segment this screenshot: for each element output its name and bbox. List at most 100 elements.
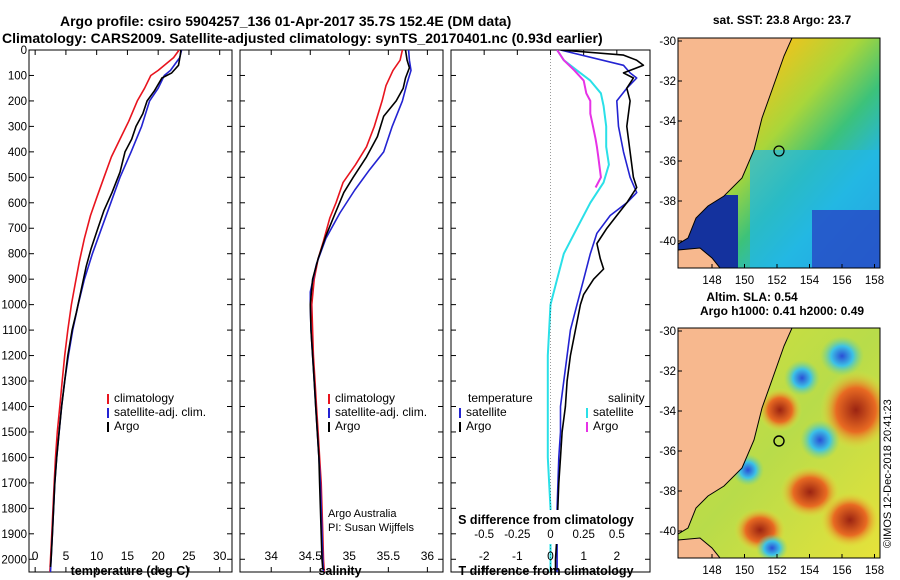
map-lat-label: -40 [659,236,676,248]
s-tick-label: -0.25 [504,529,530,541]
difference-x-axis: -2 -1 0 1 2 [479,50,620,572]
sst-land-south [678,247,721,268]
sla-high-north [758,388,802,432]
s-difference-axis: -0.5 -0.25 0 0.25 0.5 [474,529,625,541]
sst-map-title: sat. SST: 23.8 Argo: 23.7 [713,13,852,27]
temperature-line-climatology [49,50,180,572]
temperature-legend-item-label: Argo [114,419,140,433]
s-axis-bg [456,510,644,544]
credit-line1: Argo Australia [328,508,397,520]
difference-legend-left-label: Argo [466,419,492,433]
s-tick-label: 0 [547,529,553,541]
salinity-line-climatology [311,50,404,572]
map-lat-label: -36 [659,156,676,168]
difference-line-clim_salinity [556,50,602,188]
imos-watermark: ©IMOS 12-Dec-2018 20:41:23 [882,399,894,548]
depth-tick-label: 1200 [1,351,27,363]
x-tick-label: 36 [421,549,435,563]
sla-argo-marker [773,435,785,447]
map-lat-label: -36 [659,446,676,458]
depth-tick-label: 200 [8,96,27,108]
sla-low-west [784,360,820,396]
sst-map-axes: -30 -32 -34 -36 -38 -40 148 150 152 154 156 158 [659,36,884,287]
depth-tick-label: 2000 [1,554,27,566]
map-lon-label: 156 [832,565,851,577]
x-tick-label: 20 [152,549,166,563]
sst-map: sat. SST: 23.8 Argo: 23.7 -30-32-34-36-3… [659,13,884,287]
salinity-xlabel: salinity [318,564,361,578]
sla-map-frame [677,327,881,559]
map-lat-label: -40 [659,526,676,538]
map-lon-label: 150 [735,275,754,287]
sla-map-title2: Argo h1000: 0.41 h2000: 0.49 [700,304,864,318]
credit-line2: PI: Susan Wijffels [328,522,414,534]
depth-tick-label: 1700 [1,478,27,490]
map-lon-label: 150 [735,565,754,577]
sst-argo-marker [773,145,785,157]
salinity-legend-item-label: climatology [335,391,395,405]
salinity-panel: 34 34.5 35 35.5 36 salinity climatologysatel… [239,49,444,578]
map-lat-label: -34 [659,116,676,128]
depth-tick-label: 500 [8,172,27,184]
x-tick-label: 34 [265,549,279,563]
depth-axis: 0100200300400500600700800900100011001200… [1,45,650,566]
map-lat-label: -32 [659,366,676,378]
map-lon-label: 154 [800,275,820,287]
s-tick-label: 0.25 [572,529,594,541]
s-difference-axis-label: S difference from climatology [458,513,634,527]
difference-legend: temperature salinitysatelliteArgosatellit… [459,391,645,433]
temperature-line-argo [49,50,182,567]
x-tick-label: 0 [32,549,39,563]
temperature-legend-title: temperature [468,391,533,405]
temperature-series [49,50,183,572]
depth-tick-label: 1800 [1,503,27,515]
salinity-series [309,50,412,572]
sst-land [678,38,793,245]
sla-land [678,328,793,535]
x-tick-label: 2 [613,549,620,563]
salinity-plot-frame [239,49,444,573]
x-tick-label: 5 [63,549,70,563]
map-lat-label: -30 [659,326,676,338]
x-tick-label: 10 [90,549,104,563]
depth-tick-label: 1400 [1,401,27,413]
sla-low-south [756,534,788,558]
figure-title-line2: Climatology: CARS2009. Satellite-adjuste… [2,30,603,46]
depth-tick-label: 700 [8,223,27,235]
salinity-line-argo [309,50,411,570]
salinity-legend-item-label: satellite-adj. clim. [335,405,427,419]
map-lat-label: -38 [659,486,676,498]
map-lon-label: 154 [800,565,820,577]
x-tick-label: 1 [580,549,587,563]
depth-tick-label: 0 [21,45,27,57]
s-tick-label: 0.5 [609,529,625,541]
x-tick-label: 34.5 [299,549,323,563]
sla-map: Altim. SLA: 0.54 Argo h1000: 0.41 h2000:… [659,290,884,577]
sla-map-title1: Altim. SLA: 0.54 [706,290,798,304]
depth-tick-label: 400 [8,147,27,159]
salinity-x-axis: 34 34.5 35 35.5 36 [265,50,435,572]
sla-land-south [678,537,721,558]
depth-tick-label: 300 [8,121,27,133]
depth-tick-label: 600 [8,198,27,210]
depth-tick-label: 1600 [1,452,27,464]
difference-legend-left-label: satellite [466,405,507,419]
depth-tick-label: 100 [8,70,27,82]
map-lon-label: 148 [702,565,721,577]
temperature-legend-item-label: climatology [114,391,174,405]
temperature-plot-frame [28,49,233,573]
map-lon-label: 152 [767,275,786,287]
sla-map-axes: -30 -32 -34 -36 -38 -40 148 150 152 154 156 158 [659,326,884,577]
map-lon-label: 148 [702,275,721,287]
x-tick-label: -1 [512,549,523,563]
depth-tick-label: 800 [8,249,27,261]
x-tick-label: 35 [343,549,357,563]
temperature-panel: 0 5 10 15 20 25 30 temperature (deg C) climato… [28,49,233,578]
map-lon-label: 158 [865,565,884,577]
map-lat-label: -38 [659,196,676,208]
depth-tick-label: 1000 [1,300,27,312]
map-lat-label: -32 [659,76,676,88]
sst-map-frame [677,37,881,269]
